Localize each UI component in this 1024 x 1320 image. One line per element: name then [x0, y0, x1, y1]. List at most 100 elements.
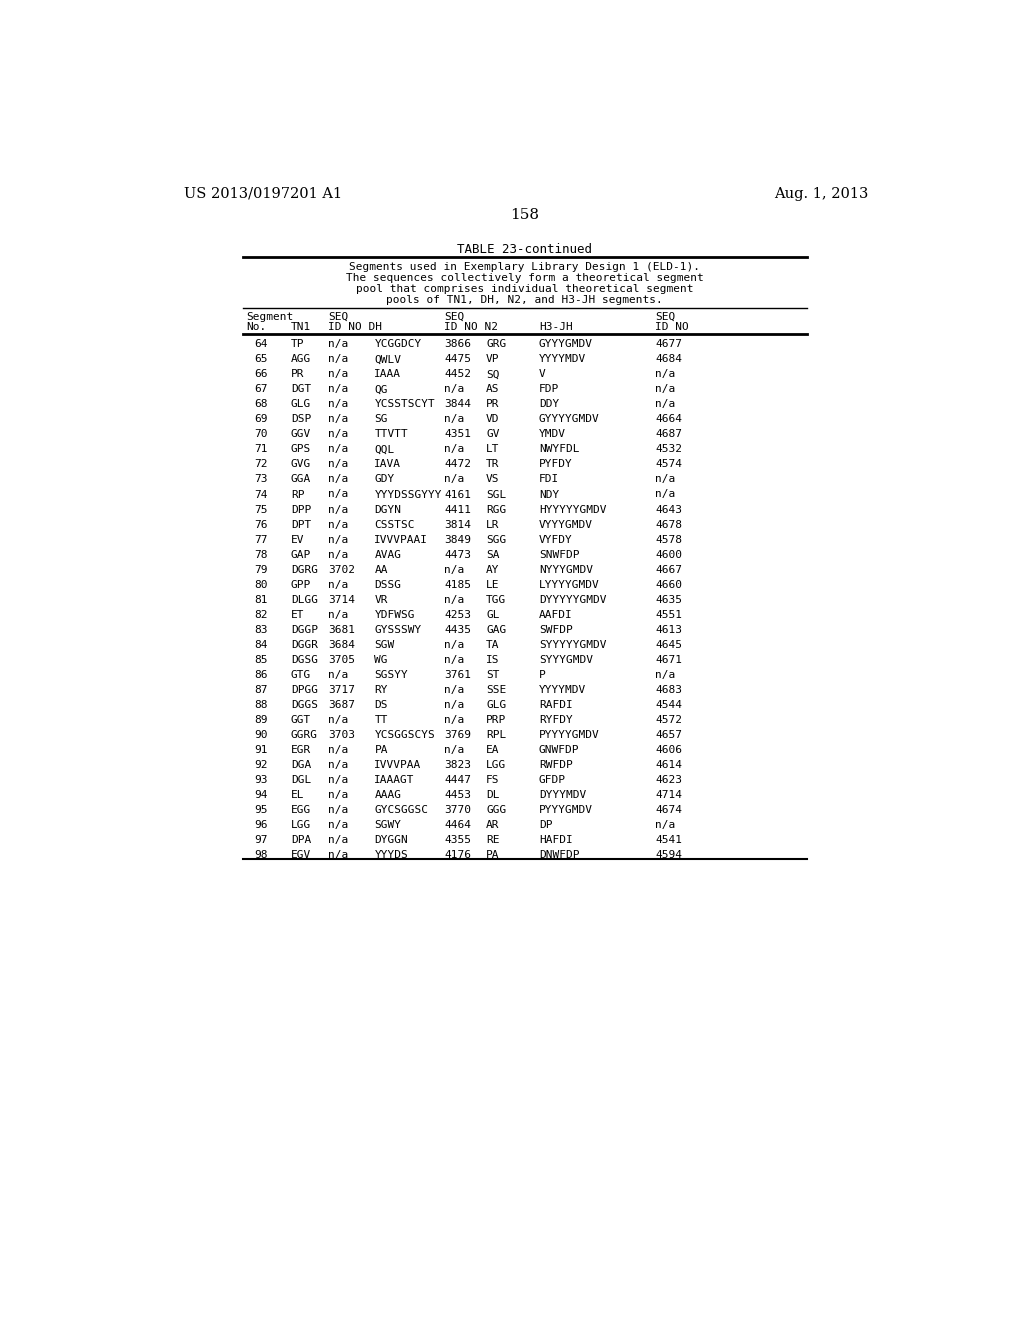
Text: YYYDSSGYYY: YYYDSSGYYY [375, 490, 442, 499]
Text: n/a: n/a [328, 354, 348, 364]
Text: SA: SA [486, 549, 500, 560]
Text: GRG: GRG [486, 339, 506, 350]
Text: GV: GV [486, 429, 500, 440]
Text: 4667: 4667 [655, 565, 682, 574]
Text: FDP: FDP [539, 384, 559, 395]
Text: 87: 87 [254, 685, 267, 694]
Text: n/a: n/a [328, 520, 348, 529]
Text: YCGGDCY: YCGGDCY [375, 339, 422, 350]
Text: 4435: 4435 [444, 624, 471, 635]
Text: 71: 71 [254, 445, 267, 454]
Text: n/a: n/a [328, 805, 348, 814]
Text: 73: 73 [254, 474, 267, 484]
Text: n/a: n/a [328, 549, 348, 560]
Text: 3702: 3702 [328, 565, 355, 574]
Text: 4657: 4657 [655, 730, 682, 739]
Text: 3844: 3844 [444, 400, 471, 409]
Text: EV: EV [291, 535, 304, 545]
Text: SGW: SGW [375, 640, 394, 649]
Text: n/a: n/a [655, 384, 675, 395]
Text: TR: TR [486, 459, 500, 470]
Text: GGRG: GGRG [291, 730, 317, 739]
Text: TABLE 23-continued: TABLE 23-continued [458, 243, 592, 256]
Text: 89: 89 [254, 714, 267, 725]
Text: 82: 82 [254, 610, 267, 619]
Text: DYYYYYGMDV: DYYYYYGMDV [539, 594, 606, 605]
Text: IVVVPAAI: IVVVPAAI [375, 535, 428, 545]
Text: AGG: AGG [291, 354, 311, 364]
Text: GLG: GLG [291, 400, 311, 409]
Text: n/a: n/a [328, 414, 348, 425]
Text: DGGS: DGGS [291, 700, 317, 710]
Text: n/a: n/a [328, 789, 348, 800]
Text: 4176: 4176 [444, 850, 471, 859]
Text: DL: DL [486, 789, 500, 800]
Text: AAAG: AAAG [375, 789, 401, 800]
Text: 4594: 4594 [655, 850, 682, 859]
Text: 4600: 4600 [655, 549, 682, 560]
Text: n/a: n/a [655, 370, 675, 379]
Text: PR: PR [486, 400, 500, 409]
Text: YCSSTSCYT: YCSSTSCYT [375, 400, 435, 409]
Text: DPA: DPA [291, 834, 311, 845]
Text: TP: TP [291, 339, 304, 350]
Text: 4623: 4623 [655, 775, 682, 785]
Text: SNWFDP: SNWFDP [539, 549, 580, 560]
Text: The sequences collectively form a theoretical segment: The sequences collectively form a theore… [346, 273, 703, 282]
Text: n/a: n/a [328, 504, 348, 515]
Text: IAAA: IAAA [375, 370, 401, 379]
Text: n/a: n/a [655, 490, 675, 499]
Text: 4253: 4253 [444, 610, 471, 619]
Text: 4355: 4355 [444, 834, 471, 845]
Text: 65: 65 [254, 354, 267, 364]
Text: YYYYMDV: YYYYMDV [539, 354, 586, 364]
Text: 4473: 4473 [444, 549, 471, 560]
Text: SEQ: SEQ [655, 312, 675, 322]
Text: FDI: FDI [539, 474, 559, 484]
Text: 81: 81 [254, 594, 267, 605]
Text: AAFDI: AAFDI [539, 610, 572, 619]
Text: P: P [539, 669, 546, 680]
Text: 3814: 3814 [444, 520, 471, 529]
Text: 90: 90 [254, 730, 267, 739]
Text: DGGP: DGGP [291, 624, 317, 635]
Text: FS: FS [486, 775, 500, 785]
Text: n/a: n/a [328, 384, 348, 395]
Text: 96: 96 [254, 820, 267, 830]
Text: GGV: GGV [291, 429, 311, 440]
Text: VYFDY: VYFDY [539, 535, 572, 545]
Text: 4574: 4574 [655, 459, 682, 470]
Text: NWYFDL: NWYFDL [539, 445, 580, 454]
Text: n/a: n/a [444, 445, 465, 454]
Text: LGG: LGG [486, 760, 506, 770]
Text: 80: 80 [254, 579, 267, 590]
Text: EGG: EGG [291, 805, 311, 814]
Text: QQL: QQL [375, 445, 394, 454]
Text: 3866: 3866 [444, 339, 471, 350]
Text: 4643: 4643 [655, 504, 682, 515]
Text: ID NO N2: ID NO N2 [444, 322, 499, 331]
Text: 3823: 3823 [444, 760, 471, 770]
Text: 4714: 4714 [655, 789, 682, 800]
Text: AA: AA [375, 565, 388, 574]
Text: PYFDY: PYFDY [539, 459, 572, 470]
Text: NDY: NDY [539, 490, 559, 499]
Text: 4185: 4185 [444, 579, 471, 590]
Text: 84: 84 [254, 640, 267, 649]
Text: n/a: n/a [328, 400, 348, 409]
Text: GAP: GAP [291, 549, 311, 560]
Text: 3687: 3687 [328, 700, 355, 710]
Text: 4635: 4635 [655, 594, 682, 605]
Text: n/a: n/a [444, 384, 465, 395]
Text: n/a: n/a [328, 850, 348, 859]
Text: n/a: n/a [328, 490, 348, 499]
Text: PRP: PRP [486, 714, 506, 725]
Text: HYYYYYGMDV: HYYYYYGMDV [539, 504, 606, 515]
Text: n/a: n/a [444, 655, 465, 665]
Text: 76: 76 [254, 520, 267, 529]
Text: DGGR: DGGR [291, 640, 317, 649]
Text: n/a: n/a [328, 760, 348, 770]
Text: GYYYYGMDV: GYYYYGMDV [539, 414, 599, 425]
Text: DPP: DPP [291, 504, 311, 515]
Text: 3769: 3769 [444, 730, 471, 739]
